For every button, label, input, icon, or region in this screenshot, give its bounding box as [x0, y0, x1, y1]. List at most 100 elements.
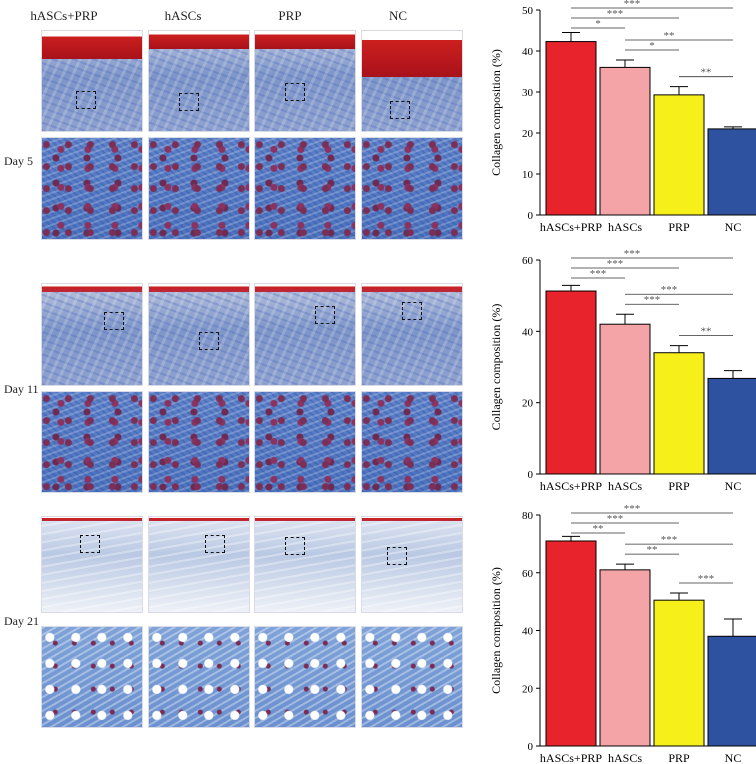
bar [707, 128, 756, 216]
x-tick-label: hASCs [608, 479, 642, 493]
y-tick-label: 40 [522, 626, 534, 638]
significance-label: ** [647, 544, 658, 556]
roi-box [315, 306, 335, 324]
micrograph-low-day21-prp [254, 516, 356, 613]
bar [707, 635, 756, 747]
bar [707, 377, 756, 475]
micrograph-low-day11-prp [254, 283, 356, 386]
significance-label: *** [607, 513, 624, 525]
micrograph-low-day21-hascs [148, 516, 250, 613]
y-axis-label: Collagen composition (%) [489, 304, 503, 431]
x-tick-label: hASCs+PRP [540, 479, 602, 493]
bar-chart-day5: Collagen composition (%) 0 10 20 30 40 50 hASCs… [489, 0, 756, 234]
significance-label: *** [644, 294, 661, 306]
row-label-day11: Day 11 [4, 382, 39, 396]
y-tick-label: 0 [528, 210, 534, 222]
micrograph-low-day5-hascs-prp [41, 30, 143, 132]
bar [545, 41, 597, 216]
micrograph-high-day5-nc [361, 137, 463, 240]
y-tick-label: 50 [522, 5, 534, 17]
bar [599, 569, 651, 747]
x-tick-label: hASCs+PRP [540, 220, 602, 234]
row-label-day21: Day 21 [4, 614, 39, 628]
x-tick-label: NC [725, 479, 742, 493]
micrograph-high-day5-hascs-prp [41, 137, 143, 240]
bar [545, 290, 597, 475]
x-tick-label: hASCs+PRP [540, 751, 602, 764]
significance-label: ** [701, 326, 712, 338]
y-axis-label: Collagen composition (%) [489, 49, 503, 176]
y-axis-label: Collagen composition (%) [489, 567, 503, 694]
micrograph-high-day11-hascs-prp [41, 391, 143, 493]
y-tick-label: 20 [522, 128, 534, 140]
x-tick-label: hASCs [608, 751, 642, 764]
bar [599, 66, 651, 216]
significance-label: *** [624, 250, 641, 260]
micrograph-low-day5-nc [361, 30, 463, 132]
significance-label: ** [593, 523, 604, 535]
y-tick-label: 40 [522, 46, 534, 58]
micrograph-high-day21-hascs-prp [41, 626, 143, 728]
y-tick-label: 60 [522, 255, 534, 267]
y-tick-label: 40 [522, 326, 534, 338]
significance-label: ** [664, 30, 675, 42]
bar [653, 599, 705, 747]
micrograph-low-day21-nc [361, 516, 463, 613]
y-tick-label: 80 [522, 510, 534, 522]
roi-box [285, 537, 305, 555]
micrograph-low-day11-hascs [148, 283, 250, 386]
row-label-day5: Day 5 [4, 154, 33, 168]
y-tick-label: 30 [522, 87, 534, 99]
micrograph-high-day21-prp [254, 626, 356, 728]
roi-box [402, 302, 422, 320]
y-tick-label: 0 [528, 741, 534, 753]
significance-label: ** [701, 67, 712, 79]
y-tick-label: 0 [528, 469, 534, 481]
significance-label: * [595, 18, 601, 30]
significance-label: *** [698, 573, 715, 585]
significance-label: *** [624, 505, 641, 515]
column-label-hascs-prp: hASCs+PRP [30, 8, 98, 23]
y-tick-label: 60 [522, 568, 534, 580]
x-tick-label: PRP [668, 751, 690, 764]
roi-box [179, 93, 199, 111]
x-tick-label: PRP [668, 220, 690, 234]
significance-label: *** [607, 8, 624, 20]
y-tick-label: 20 [522, 683, 534, 695]
x-tick-label: NC [725, 220, 742, 234]
micrograph-high-day11-prp [254, 391, 356, 493]
micrograph-high-day11-hascs [148, 391, 250, 493]
bar [599, 323, 651, 475]
bar-chart-day11: Collagen composition (%) 0 20 40 60 hASCs+PRP… [489, 250, 756, 493]
micrograph-high-day5-prp [254, 137, 356, 240]
roi-box [390, 101, 410, 119]
roi-box [387, 547, 407, 565]
micrograph-high-day21-nc [361, 626, 463, 728]
roi-box [199, 332, 219, 350]
bar [545, 540, 597, 747]
roi-box [80, 535, 100, 553]
micrograph-high-day21-hascs [148, 626, 250, 728]
bar-chart-day21: Collagen composition (%) 0 20 40 60 80 hASCs+P… [489, 505, 756, 764]
micrograph-high-day5-hascs [148, 137, 250, 240]
significance-label: *** [607, 258, 624, 270]
micrograph-low-day5-prp [254, 30, 356, 132]
micrograph-low-day5-hascs [148, 30, 250, 132]
column-label-prp: PRP [278, 8, 302, 23]
y-tick-label: 10 [522, 169, 534, 181]
roi-box [285, 83, 305, 101]
significance-label: *** [661, 284, 678, 296]
bar [653, 94, 705, 216]
column-label-nc: NC [388, 8, 408, 23]
micrograph-low-day21-hascs-prp [41, 516, 143, 613]
micrograph-high-day11-nc [361, 391, 463, 493]
x-tick-label: hASCs [608, 220, 642, 234]
micrograph-low-day11-hascs-prp [41, 283, 143, 386]
micrograph-low-day11-nc [361, 283, 463, 386]
x-tick-label: NC [725, 751, 742, 764]
column-label-hascs: hASCs [164, 8, 202, 23]
significance-label: *** [590, 268, 607, 280]
y-tick-label: 20 [522, 398, 534, 410]
roi-box [104, 312, 124, 330]
roi-box [76, 91, 96, 109]
